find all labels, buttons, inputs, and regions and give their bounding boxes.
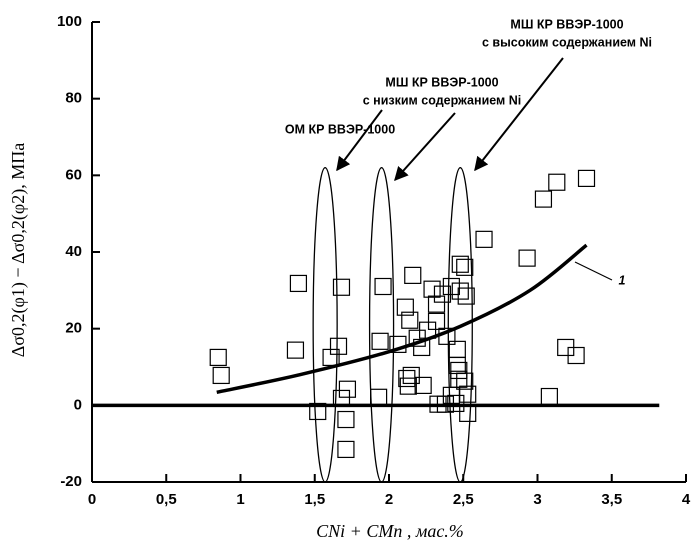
data-point — [404, 266, 422, 284]
ellipse-region — [368, 167, 395, 483]
y-tick-label: -20 — [60, 473, 82, 490]
y-tick-label: 20 — [65, 320, 82, 337]
x-tick-label: 1,5 — [304, 491, 325, 508]
ellipse-region — [312, 167, 338, 483]
data-point — [374, 277, 392, 296]
data-point — [451, 282, 469, 300]
data-point — [459, 404, 477, 422]
annotation: ОМ КР ВВЭР-1000 — [285, 122, 395, 136]
data-point — [332, 278, 351, 296]
annotation: с низким содержанием Ni — [363, 93, 522, 107]
data-point — [459, 385, 477, 403]
data-point — [423, 280, 441, 298]
data-point — [209, 348, 227, 367]
data-point — [518, 249, 536, 267]
data-point — [456, 258, 474, 276]
data-point — [567, 346, 585, 365]
data-point — [371, 332, 389, 350]
arrow — [474, 57, 564, 172]
data-point — [447, 394, 465, 413]
data-point — [427, 295, 446, 313]
data-point — [289, 274, 308, 293]
data-point — [286, 341, 305, 359]
data-point — [450, 370, 468, 388]
data-point — [577, 169, 596, 187]
data-point — [427, 312, 446, 330]
x-tick-label: 1 — [236, 491, 244, 508]
data-point — [540, 387, 558, 406]
data-point — [370, 388, 388, 406]
x-tick-label: 2,5 — [453, 491, 474, 508]
data-point — [212, 366, 230, 385]
data-point — [442, 277, 460, 296]
data-point — [534, 190, 553, 208]
x-tick-label: 3 — [533, 491, 541, 508]
data-point — [548, 173, 566, 191]
data-point — [337, 440, 355, 459]
x-tick-label: 0,5 — [156, 491, 177, 508]
data-point — [389, 335, 407, 353]
x-axis-label: CNi + CMn , мас.% — [316, 521, 464, 541]
arrow — [394, 112, 456, 182]
data-point — [475, 230, 493, 248]
data-point — [399, 377, 417, 395]
data-point — [450, 361, 468, 380]
x-tick-label: 3,5 — [601, 491, 622, 508]
y-tick-label: 0 — [74, 396, 82, 413]
annotation: МШ КР ВВЭР-1000 — [510, 17, 623, 31]
data-point — [451, 255, 469, 273]
data-point — [456, 372, 474, 390]
y-axis-label: Δσ0,2(φ1) − Δσ0,2(φ2), МПа — [8, 143, 29, 357]
annotation: 1 — [619, 273, 626, 287]
data-point — [402, 366, 420, 385]
leader-line — [574, 261, 613, 281]
data-point — [337, 410, 355, 429]
line-series — [216, 243, 588, 395]
annotation: с высоким содержанием Ni — [482, 35, 652, 49]
data-point — [338, 380, 357, 398]
y-tick-label: 40 — [65, 243, 82, 260]
data-point — [457, 287, 475, 305]
data-point — [396, 298, 414, 316]
data-point — [309, 402, 327, 421]
x-tick-label: 4 — [682, 491, 691, 508]
y-tick-label: 100 — [57, 13, 82, 30]
y-tick-label: 80 — [65, 90, 82, 107]
y-tick-label: 60 — [65, 166, 82, 183]
arrow — [336, 109, 383, 172]
annotation: МШ КР ВВЭР-1000 — [385, 75, 498, 89]
data-point — [329, 337, 348, 355]
ellipse-region — [447, 167, 473, 483]
data-point — [414, 376, 432, 394]
x-tick-label: 0 — [88, 491, 96, 508]
data-point — [401, 311, 419, 329]
x-tick-label: 2 — [385, 491, 393, 508]
